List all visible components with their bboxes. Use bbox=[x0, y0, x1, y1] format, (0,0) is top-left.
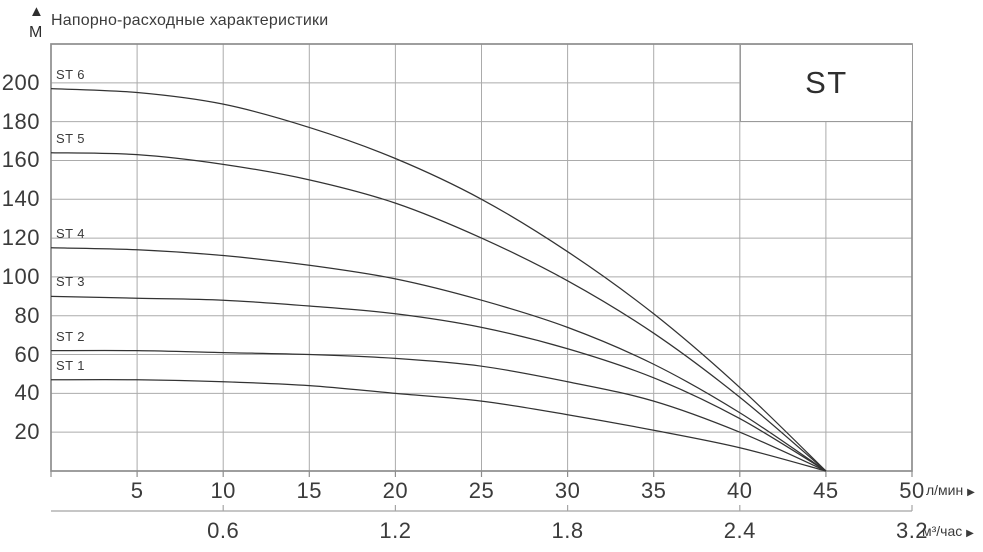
x-axis-unit-primary: л/мин ▶ bbox=[926, 482, 975, 501]
x-axis-unit-secondary: м³/час ▶ bbox=[922, 523, 974, 542]
arrow-right-icon: ▶ bbox=[967, 487, 975, 498]
x-axis-unit-primary-text: л/мин bbox=[926, 482, 964, 498]
chart-title: Напорно-расходные характеристики bbox=[51, 12, 329, 29]
x-axis-unit-secondary-text: м³/час bbox=[922, 523, 963, 539]
curve-st-2 bbox=[50, 349, 827, 472]
curve-st-6 bbox=[50, 88, 827, 472]
curve-st-4 bbox=[50, 247, 827, 472]
curve-st-3 bbox=[50, 295, 827, 472]
curve-st-1 bbox=[50, 379, 827, 472]
y-axis-arrow-up-icon: ▲ bbox=[29, 3, 44, 20]
y-axis-unit-label: М bbox=[29, 24, 43, 41]
curve-st-5 bbox=[50, 152, 827, 472]
series-family-badge-text: ST bbox=[805, 64, 848, 100]
series-family-badge: ST bbox=[739, 44, 913, 122]
arrow-right-icon: ▶ bbox=[966, 528, 974, 539]
